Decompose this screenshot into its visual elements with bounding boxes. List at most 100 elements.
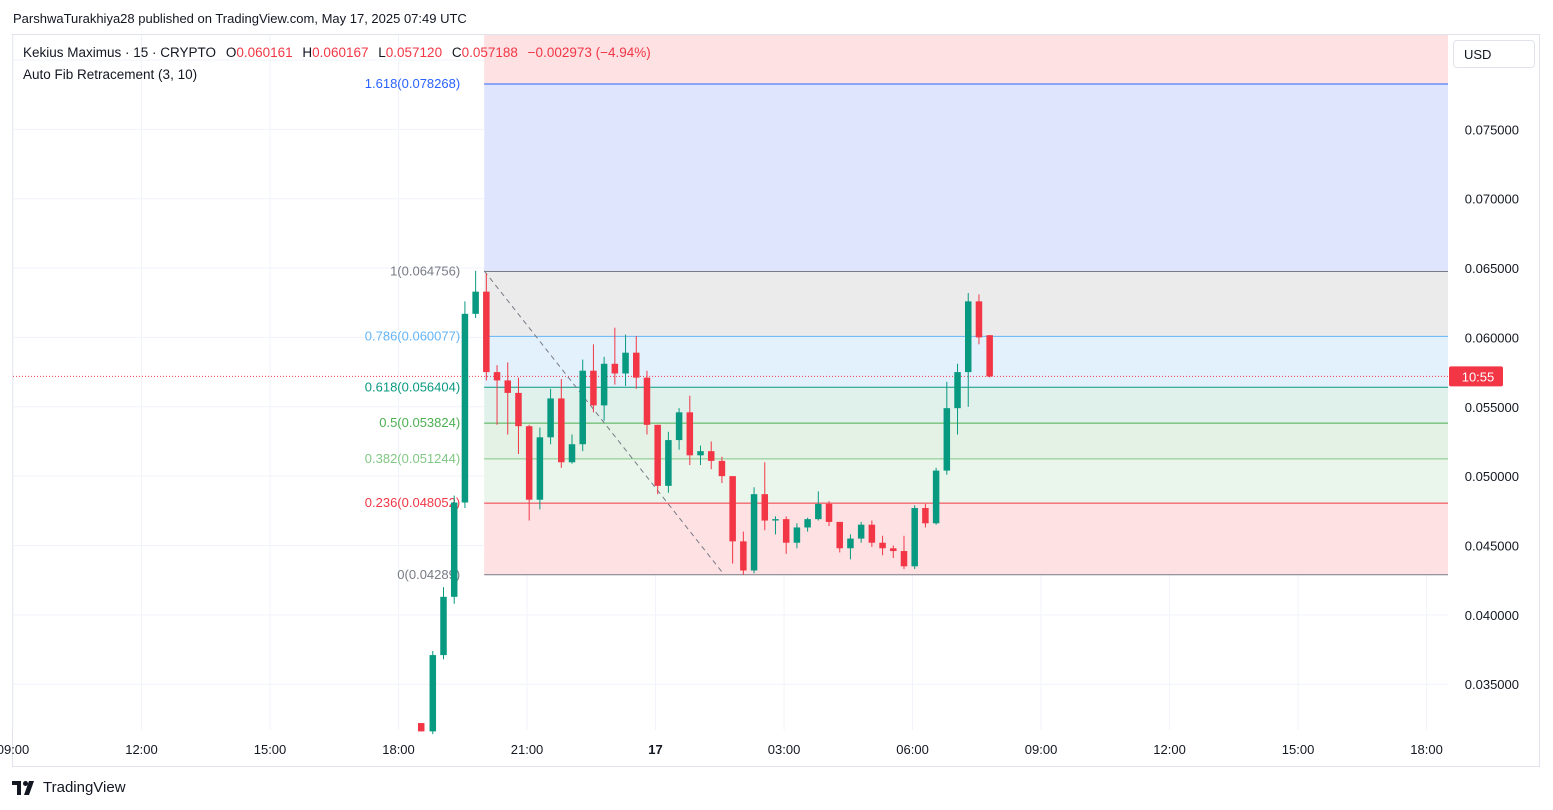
y-tick-label: 0.050000 bbox=[1465, 469, 1519, 484]
x-tick-label: 09:00 bbox=[0, 742, 29, 757]
high-value: 0.060167 bbox=[312, 45, 369, 60]
fib-label-0.236: 0.236(0.048052) bbox=[365, 495, 460, 510]
candle-body bbox=[782, 519, 790, 543]
low-value: 0.057120 bbox=[385, 45, 443, 60]
candle-body bbox=[890, 548, 897, 552]
candle-body bbox=[558, 398, 565, 463]
y-tick-label: 0.070000 bbox=[1465, 192, 1519, 207]
candle-body bbox=[675, 412, 683, 441]
fib-label-0.5: 0.5(0.053824) bbox=[379, 415, 460, 430]
price-tag bbox=[1449, 366, 1503, 387]
fib-zone-1.618 bbox=[484, 83, 1448, 272]
candle-body bbox=[568, 444, 576, 463]
candle-body bbox=[740, 541, 747, 571]
candle-body bbox=[417, 723, 425, 732]
candle-body bbox=[600, 363, 608, 406]
fib-label-1.618: 1.618(0.078268) bbox=[365, 76, 460, 91]
fib-zone-0.236 bbox=[484, 503, 1448, 575]
candle-body bbox=[429, 655, 437, 732]
candle-body bbox=[654, 424, 661, 486]
close-label: C bbox=[451, 45, 462, 60]
candle-body bbox=[761, 494, 769, 521]
open-label: O bbox=[225, 45, 237, 60]
candle-body bbox=[836, 521, 843, 549]
candle-body bbox=[964, 301, 972, 373]
x-tick-label: 21:00 bbox=[511, 742, 544, 757]
candle-body bbox=[729, 476, 736, 542]
x-tick-label: 12:00 bbox=[1153, 742, 1186, 757]
candle-body bbox=[879, 542, 886, 549]
published-info: ParshwaTurakhiya28 published on TradingV… bbox=[13, 11, 467, 26]
candle-body bbox=[493, 372, 501, 381]
candle-body bbox=[525, 426, 533, 500]
fib-zone-0.5 bbox=[484, 423, 1448, 459]
candle-body bbox=[922, 508, 929, 524]
ohlc-legend: Kekius Maximus · 15 · CRYPTO O0.060161 H… bbox=[23, 45, 651, 60]
candle-body bbox=[665, 440, 672, 486]
fib-zone-0.618 bbox=[484, 387, 1448, 424]
candle-body bbox=[590, 370, 597, 406]
open-value: 0.060161 bbox=[236, 45, 293, 60]
indicator-name[interactable]: Auto Fib Retracement (3, 10) bbox=[23, 67, 198, 82]
candle-body bbox=[547, 398, 554, 438]
fib-zone-0.382 bbox=[484, 458, 1448, 504]
candle-body bbox=[579, 370, 586, 445]
symbol-name[interactable]: Kekius Maximus · 15 · CRYPTO bbox=[23, 45, 217, 60]
countdown-label: 10:55 bbox=[1462, 369, 1495, 384]
x-tick-label: 15:00 bbox=[1282, 742, 1315, 757]
candle-body bbox=[975, 301, 983, 338]
fib-label-0: 0(0.04289) bbox=[397, 567, 460, 582]
candle-body bbox=[857, 524, 865, 539]
candle-body bbox=[911, 508, 918, 567]
y-tick-label: 0.035000 bbox=[1465, 677, 1519, 692]
y-tick-label: 0.065000 bbox=[1465, 261, 1519, 276]
fib-label-0.382: 0.382(0.051244) bbox=[365, 451, 460, 466]
candle-body bbox=[804, 519, 811, 528]
candle-body bbox=[622, 352, 629, 374]
candle-body bbox=[943, 408, 951, 471]
candle-body bbox=[504, 380, 512, 393]
x-tick-label: 03:00 bbox=[768, 742, 801, 757]
x-tick-label: 09:00 bbox=[1025, 742, 1058, 757]
candle-body bbox=[643, 377, 651, 425]
candle-body bbox=[633, 352, 640, 378]
y-tick-label: 0.060000 bbox=[1465, 330, 1519, 345]
candle-body bbox=[847, 538, 854, 549]
change-value: −0.002973 (−4.94%) bbox=[527, 45, 651, 60]
candle-body bbox=[868, 524, 876, 543]
candle-body bbox=[450, 502, 458, 597]
candle-body bbox=[472, 291, 479, 314]
x-tick-label: 18:00 bbox=[382, 742, 415, 757]
fib-trend-line bbox=[483, 270, 725, 575]
candle-body bbox=[461, 313, 469, 503]
x-tick-label: 12:00 bbox=[125, 742, 158, 757]
x-tick-label: 17 bbox=[648, 742, 662, 757]
candle-body bbox=[515, 392, 522, 427]
candles bbox=[417, 270, 993, 735]
candle-body bbox=[483, 291, 490, 373]
candle-body bbox=[536, 437, 544, 500]
x-tick-label: 18:00 bbox=[1410, 742, 1443, 757]
candle-body bbox=[440, 596, 447, 656]
candle-body bbox=[986, 335, 993, 377]
close-value: 0.057188 bbox=[461, 45, 518, 60]
candle-body bbox=[697, 451, 704, 456]
x-tick-label: 06:00 bbox=[896, 742, 929, 757]
y-tick-label: 0.040000 bbox=[1465, 608, 1519, 623]
candle-body bbox=[825, 503, 833, 522]
candle-body bbox=[900, 551, 908, 567]
candle-body bbox=[686, 412, 694, 456]
tradingview-logo[interactable]: TradingView bbox=[12, 779, 126, 796]
axes: 0.035000 0.040000 0.045000 0.050000 0.055000… bbox=[0, 53, 1519, 757]
currency-button[interactable]: USD bbox=[1453, 40, 1535, 68]
candle-body bbox=[932, 470, 940, 524]
y-tick-label: 0.055000 bbox=[1465, 400, 1519, 415]
low-label: L bbox=[378, 45, 386, 60]
fib-label-0.786: 0.786(0.060077) bbox=[365, 328, 460, 343]
candle-body bbox=[793, 527, 801, 543]
x-tick-label: 15:00 bbox=[254, 742, 287, 757]
fib-label-1: 1(0.064756) bbox=[390, 263, 460, 278]
candle-body bbox=[707, 451, 715, 461]
candle-body bbox=[772, 519, 779, 521]
